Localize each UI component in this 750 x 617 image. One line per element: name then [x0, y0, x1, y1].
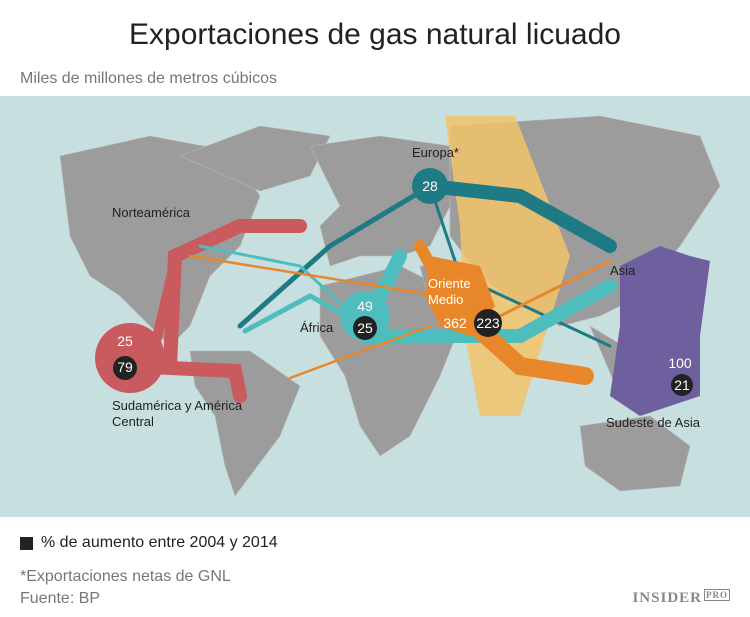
region-value: 49	[357, 298, 373, 314]
legend: % de aumento entre 2004 y 2014	[20, 534, 278, 552]
legend-text: % de aumento entre 2004 y 2014	[41, 534, 278, 551]
region-label: Europa*	[412, 145, 459, 160]
region-growth: 25	[357, 320, 373, 336]
region-label: Norteamérica	[112, 205, 191, 220]
subtitle: Miles de millones de metros cúbicos	[20, 70, 277, 87]
region-label: Sudeste de Asia	[606, 415, 700, 430]
region-value: 28	[422, 178, 438, 194]
region-label: Oriente Medio	[428, 276, 471, 307]
map	[0, 96, 750, 517]
region-growth: 21	[674, 377, 690, 393]
logo-name: INSIDER	[632, 590, 702, 606]
region-growth: 223	[476, 315, 500, 331]
logo-badge: PRO	[704, 589, 730, 601]
region-label: África	[300, 320, 334, 335]
region-label: Sudamérica y América Central	[112, 398, 243, 429]
footnote: *Exportaciones netas de GNL	[20, 568, 231, 585]
region-value: 100	[668, 355, 692, 371]
region-value: 25	[117, 333, 133, 349]
logo: INSIDER PRO	[632, 589, 730, 607]
region-value: 362	[443, 315, 467, 331]
region-label: Asia	[610, 263, 636, 278]
region-growth: 79	[117, 359, 133, 375]
title: Exportaciones de gas natural licuado	[129, 18, 621, 51]
footnote: Fuente: BP	[20, 590, 101, 607]
